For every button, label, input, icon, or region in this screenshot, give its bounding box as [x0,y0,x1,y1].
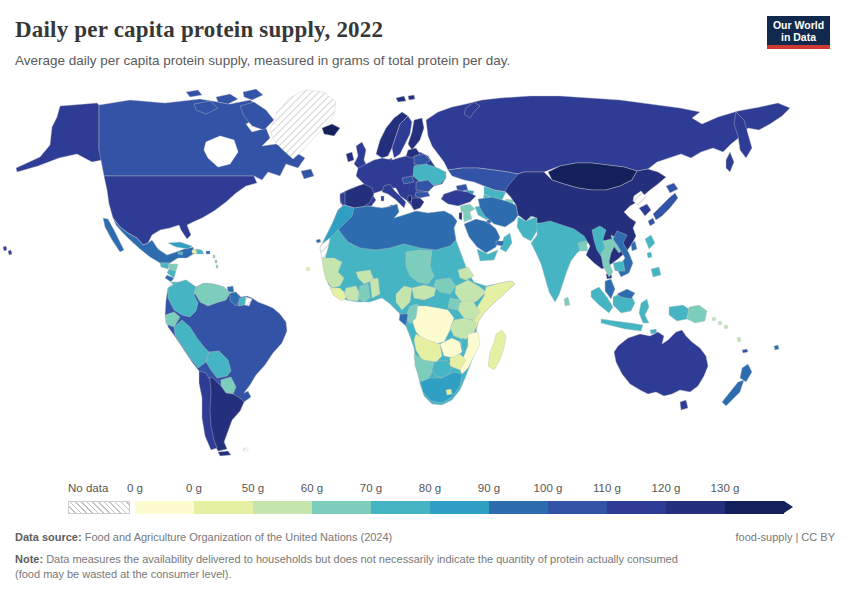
country-malaysia[interactable] [605,279,615,299]
country-alaska[interactable] [16,103,107,172]
legend-no-data-swatch[interactable] [68,501,130,514]
country-ghana[interactable] [358,284,370,302]
country-new-zealand-south[interactable] [722,380,744,406]
country-new-caledonia[interactable] [742,349,748,353]
footer: Data source: Food and Agriculture Organi… [15,531,835,582]
legend-tick-label: 80 g [419,482,441,494]
country-papua-new-guinea[interactable] [687,305,707,323]
legend-tick-label: 0 g [127,482,143,494]
country-israel[interactable] [459,212,462,220]
country-usa-hawaii[interactable] [3,246,12,255]
country-new-zealand-north[interactable] [740,364,752,382]
legend-color-segment[interactable] [430,501,489,514]
owid-logo-line1: Our World [767,19,830,31]
country-portugal[interactable] [340,192,345,206]
legend-color-segment[interactable] [548,501,607,514]
legend-tick-label: 70 g [360,482,382,494]
country-russia-sakhalin[interactable] [726,152,734,172]
country-tasmania[interactable] [680,400,688,410]
legend-color-segment[interactable] [371,501,430,514]
legend-no-data-label: No data [68,482,108,494]
legend-color-segment[interactable] [312,501,371,514]
footnote-line1: Data measures the availability delivered… [43,553,678,565]
country-vanuatu[interactable] [737,337,741,342]
country-ireland[interactable] [346,152,354,162]
legend-tick-label: 120 g [652,482,681,494]
country-cape-verde[interactable] [306,267,310,271]
country-south-korea[interactable] [639,204,651,216]
country-philippines[interactable] [645,235,661,277]
legend-tick-label: 90 g [478,482,500,494]
country-cambodia[interactable] [613,261,625,271]
country-jordan[interactable] [463,212,472,222]
legend-color-segment[interactable] [253,501,312,514]
country-lesotho[interactable] [446,389,452,395]
country-canada-arctic2[interactable] [243,89,263,100]
legend-tick-label: 130 g [711,482,740,494]
country-svalbard[interactable] [396,95,415,102]
country-canary-islands[interactable] [316,239,321,243]
footnote-line2: (food may be wasted at the consumer leve… [15,568,231,580]
country-canada-arctic3[interactable] [186,90,202,97]
country-solomon-islands[interactable] [712,317,728,329]
country-puerto-rico[interactable] [206,251,210,254]
country-australia[interactable] [614,330,708,396]
owid-logo[interactable]: Our World in Data [767,16,830,49]
country-sri-lanka[interactable] [564,297,570,306]
data-source: Data source: Food and Agriculture Organi… [15,531,392,543]
legend-tick-label: 0 g [186,482,202,494]
owid-logo-line2: in Data [767,31,830,43]
country-uae[interactable] [496,241,504,246]
legend-color-segment[interactable] [194,501,253,514]
country-bulgaria[interactable] [415,192,430,198]
country-indonesia-java[interactable] [601,319,643,331]
data-source-value: Food and Agriculture Organization of the… [82,531,393,543]
legend-tick-label: 60 g [301,482,323,494]
legend-color-segment[interactable] [607,501,666,514]
country-bangladesh[interactable] [578,241,588,251]
data-source-label: Data source: [15,531,82,543]
page-title: Daily per capita protein supply, 2022 [15,17,383,43]
legend-color-segment[interactable] [725,501,784,514]
page-subtitle: Average daily per capita protein supply,… [15,53,510,68]
country-uganda[interactable] [448,298,460,310]
country-lesser-antilles[interactable] [213,255,218,268]
legend-tick-label: 50 g [242,482,264,494]
country-canada-newfoundland[interactable] [301,169,314,179]
footnote-label: Note: [15,553,43,565]
legend-color-segment[interactable] [135,501,194,514]
legend-tick-label: 100 g [534,482,563,494]
country-indonesia-papua[interactable] [669,305,689,321]
legend-color-segment[interactable] [666,501,725,514]
country-falkland-islands[interactable] [243,448,248,451]
country-japan-honshu[interactable] [653,193,678,220]
country-fiji[interactable] [774,345,779,350]
country-madagascar[interactable] [488,330,506,370]
legend-color-segment[interactable] [489,501,548,514]
country-tierra-del-fuego[interactable] [218,451,231,456]
country-japan-kyushu[interactable] [648,218,655,226]
rights-link[interactable]: food-supply | CC BY [736,531,835,543]
country-dominican-republic[interactable] [196,249,204,254]
footnote: Note: Data measures the availability del… [15,552,835,582]
country-cuba[interactable] [168,242,192,249]
country-japan-hokkaido[interactable] [666,183,678,193]
country-russia[interactable] [426,96,790,174]
legend-arrow-tip [784,501,793,513]
legend-tick-label: 110 g [593,482,621,494]
country-indonesia-sulawesi[interactable] [639,299,649,323]
